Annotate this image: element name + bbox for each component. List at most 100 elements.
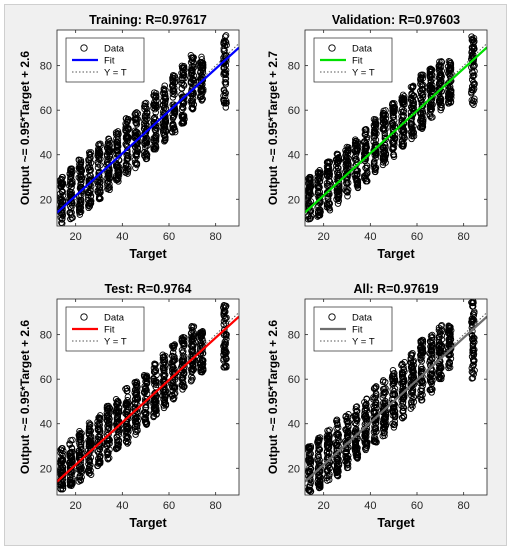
data-point [160,386,168,394]
data-point [143,419,151,427]
data-point [150,115,158,123]
data-point [87,471,95,478]
data-point [399,400,407,407]
x-tick-label: 60 [163,231,175,243]
data-point [399,389,407,397]
plot-content [305,299,487,495]
data-point [316,446,324,453]
data-point [133,119,140,127]
data-point [169,349,177,356]
data-point [418,89,425,96]
data-point [353,452,360,459]
data-point [428,103,435,111]
data-point [416,393,424,401]
data-point [105,135,112,142]
data-point [335,190,343,198]
data-point [391,131,399,139]
data-point [351,154,359,161]
data-point [334,424,342,431]
data-point [446,359,453,366]
data-point [105,184,112,192]
data-point [162,86,169,94]
x-axis-label: Target [377,247,415,261]
data-point [391,418,399,425]
data-point [105,155,113,162]
data-point [408,392,415,399]
data-point [381,378,389,386]
x-tick-label: 20 [70,231,82,243]
data-point [370,162,378,169]
data-point [125,152,132,160]
data-point [153,103,160,111]
data-point [323,179,331,187]
data-point [305,456,312,463]
fit-line [57,315,239,483]
data-point [187,366,195,373]
data-point [435,365,443,372]
data-point [408,112,415,120]
x-tick-label: 60 [163,500,175,512]
data-point [408,95,415,102]
data-point [390,379,397,386]
data-point [446,67,454,74]
data-point [344,461,352,468]
data-point [307,174,314,181]
regression-plots-svg: 20 40 60 80 20 40 60 80 Training: R=0.97617 Targe… [18,13,488,530]
axes-frame [304,29,488,227]
data-point [468,368,476,376]
x-tick-label: 60 [411,500,423,512]
data-point [316,195,323,202]
data-point [333,431,340,438]
data-point [151,390,159,397]
data-point [105,408,113,415]
data-point [113,408,121,415]
data-point [171,341,178,348]
data-point [420,115,427,123]
data-point [105,440,112,447]
data-point [325,438,332,445]
data-point [471,81,478,88]
data-point [169,87,176,94]
legend-label-identity: Y = T [104,337,127,348]
y-tick-label: 60 [288,105,300,117]
data-point [114,143,121,150]
data-point [220,39,227,46]
data-point [170,345,177,352]
data-point [75,174,83,181]
data-point [124,406,132,414]
legend-label-data: Data [104,44,125,55]
data-point [115,437,123,444]
data-point [142,121,150,128]
data-point [447,351,454,359]
data-point [344,192,351,200]
data-point [68,195,75,202]
data-point [222,339,229,346]
data-point [344,170,351,178]
data-point [389,146,396,153]
data-point [113,142,120,150]
data-point [316,209,324,216]
y-axis-label: Output ~= 0.95*Target + 2.6 [266,320,280,474]
data-point [187,74,194,81]
data-point [435,326,443,334]
data-point [122,115,130,122]
data-point [361,398,368,406]
data-point [370,434,378,442]
data-point [315,454,322,461]
data-point [104,141,111,149]
data-point [428,334,435,342]
data-point [417,109,424,117]
data-point [222,104,230,111]
data-point [140,408,148,416]
data-point [335,168,342,175]
data-point [162,126,169,134]
data-point [78,430,85,437]
data-point [428,377,436,384]
x-tick-label: 80 [458,500,470,512]
y-tick-label: 20 [288,463,300,475]
data-point [436,96,444,104]
data-point [469,369,477,376]
data-point [86,426,93,433]
data-point [114,444,122,451]
data-point [86,458,93,465]
